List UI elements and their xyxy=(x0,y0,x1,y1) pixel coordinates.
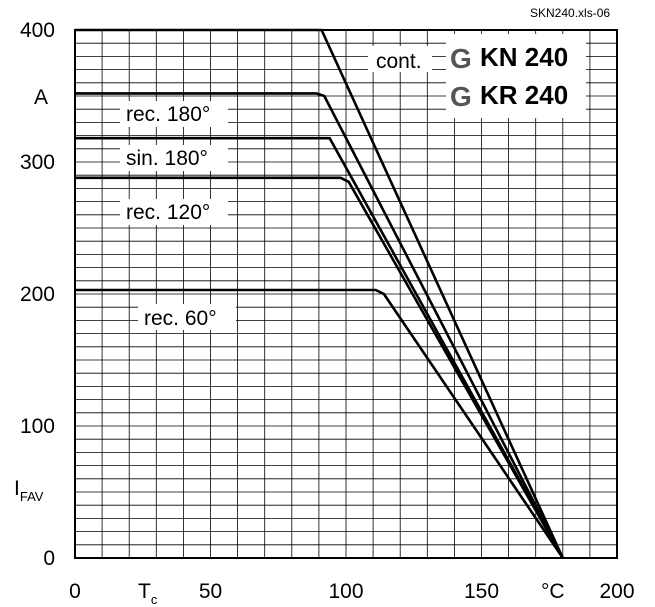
y-tick-label: 200 xyxy=(20,283,55,306)
label-rec-60: rec. 60° xyxy=(144,307,217,330)
x-tick-label: 0 xyxy=(69,580,81,603)
plot-frame xyxy=(74,29,618,559)
series-line-4 xyxy=(75,288,564,559)
y-axis-subscript: FAV xyxy=(20,489,44,504)
x-axis-subscript: c xyxy=(151,592,158,607)
curve-labels: cont. rec. 180° sin. 180° rec. 120° rec.… xyxy=(120,46,432,330)
device-legend: G KN 240 G KR 240 xyxy=(446,34,586,118)
label-rec-180: rec. 180° xyxy=(126,103,210,126)
y-tick-label: 300 xyxy=(20,151,55,174)
y-tick-label: 100 xyxy=(20,415,55,438)
series-line-2 xyxy=(75,136,564,559)
y-unit-label: A xyxy=(34,86,48,109)
y-axis-label: IFAV xyxy=(14,477,44,504)
series-line-0 xyxy=(75,28,564,559)
file-id: SKN240.xls-06 xyxy=(530,6,610,20)
label-sin-180: sin. 180° xyxy=(126,147,208,170)
curves xyxy=(75,28,564,559)
x-tick-label: 200 xyxy=(599,580,634,603)
device-logo-1: G xyxy=(450,43,472,74)
device-name-2: KR 240 xyxy=(480,80,568,110)
label-rec-120: rec. 120° xyxy=(126,201,210,224)
y-axis-symbol: I xyxy=(14,477,20,500)
device-logo-2: G xyxy=(450,81,472,112)
y-tick-label: 400 xyxy=(20,19,55,42)
x-unit-label: °C xyxy=(541,580,565,603)
x-tick-label: 100 xyxy=(328,580,363,603)
x-axis-label: Tc xyxy=(138,580,158,607)
y-tick-labels: 0 100 200 300 400 xyxy=(20,19,55,570)
device-name-1: KN 240 xyxy=(480,42,568,72)
x-tick-labels: 0 50 100 150 200 xyxy=(69,580,634,603)
series-line-3 xyxy=(75,176,564,559)
x-axis-symbol: T xyxy=(138,580,151,603)
label-cont: cont. xyxy=(376,50,422,73)
x-tick-label: 50 xyxy=(199,580,222,603)
x-tick-label: 150 xyxy=(464,580,499,603)
series-line-1 xyxy=(75,92,564,559)
y-tick-label: 0 xyxy=(43,547,55,570)
